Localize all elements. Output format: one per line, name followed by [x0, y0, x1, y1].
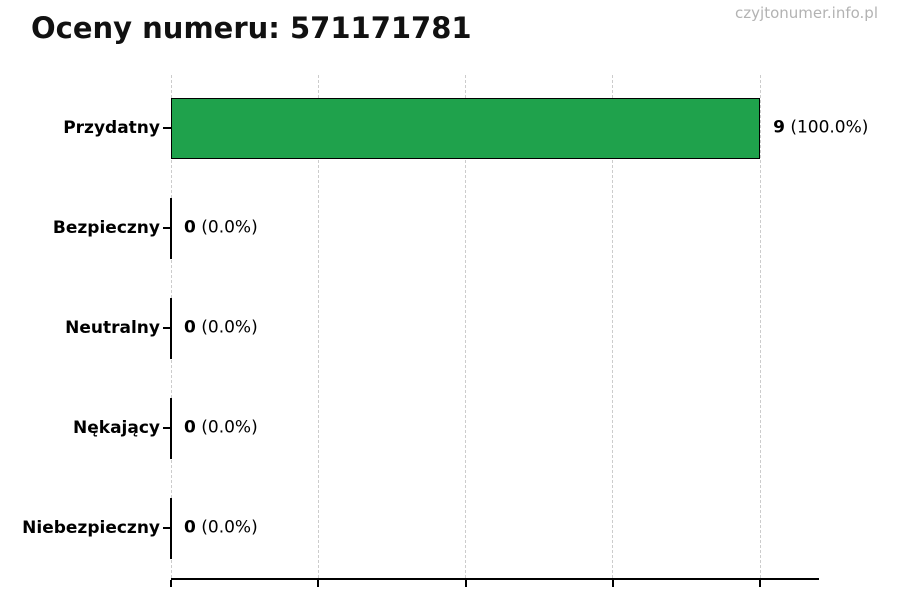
- value-label: 0 (0.0%): [184, 218, 258, 238]
- gridline: [759, 75, 761, 578]
- value-label: 0 (0.0%): [184, 518, 258, 538]
- y-axis-tick: [163, 127, 171, 129]
- category-label: Bezpieczny: [52, 218, 160, 238]
- value-percent: (100.0%): [790, 117, 869, 138]
- x-axis-tick: [170, 579, 172, 587]
- category-label: Neutralny: [65, 318, 160, 338]
- gridline: [465, 75, 467, 578]
- chart-title: Oceny numeru: 571171781: [31, 11, 472, 45]
- bar-row-3: [170, 397, 172, 459]
- y-axis-tick: [163, 227, 171, 229]
- category-label: Niebezpieczny: [22, 518, 160, 538]
- value-percent: (0.0%): [201, 517, 258, 538]
- bar-row-1: [170, 197, 172, 259]
- value-count: 0: [184, 317, 196, 338]
- value-label: 0 (0.0%): [184, 418, 258, 438]
- value-count: 0: [184, 417, 196, 438]
- category-label: Przydatny: [63, 118, 160, 138]
- value-label: 0 (0.0%): [184, 318, 258, 338]
- value-count: 0: [184, 217, 196, 238]
- y-axis-tick: [163, 327, 171, 329]
- y-axis-tick: [163, 527, 171, 529]
- gridline: [612, 75, 614, 578]
- x-axis-tick: [611, 579, 614, 587]
- x-axis-tick: [759, 579, 762, 587]
- value-count: 0: [184, 517, 196, 538]
- bar-row-2: [170, 297, 172, 359]
- value-count: 9: [773, 117, 785, 138]
- value-percent: (0.0%): [201, 417, 258, 438]
- gridline: [317, 75, 319, 578]
- bar-row-0: [171, 97, 761, 159]
- value-percent: (0.0%): [201, 317, 258, 338]
- bar-row-4: [170, 497, 172, 559]
- x-axis-tick: [317, 579, 320, 587]
- y-axis-tick: [163, 427, 171, 429]
- category-label: Nękający: [73, 418, 160, 438]
- value-label: 9 (100.0%): [773, 118, 868, 138]
- x-axis-line: [171, 577, 819, 580]
- x-axis-tick: [464, 579, 467, 587]
- watermark-text: czyjtonumer.info.pl: [735, 4, 878, 22]
- value-percent: (0.0%): [201, 217, 258, 238]
